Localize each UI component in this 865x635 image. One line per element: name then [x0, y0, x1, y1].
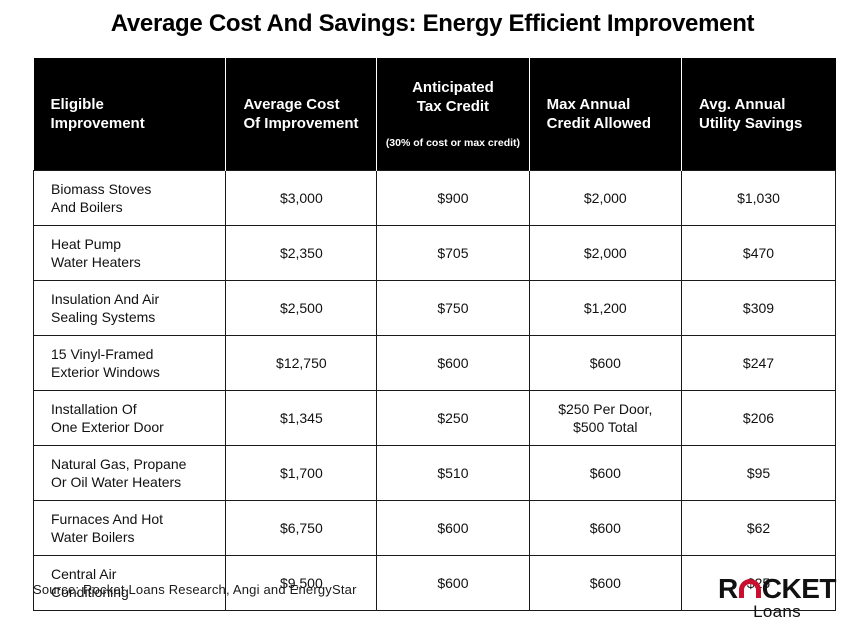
- cell-utility-savings: $1,030: [680, 170, 837, 227]
- cell-max-credit: $2,000: [528, 170, 682, 227]
- cell-max-credit: $600: [528, 555, 682, 612]
- cell-average-cost: $2,350: [225, 225, 378, 282]
- cell-max-credit: $250 Per Door, $500 Total: [528, 390, 682, 447]
- logo-wordmark: R CKET: [718, 575, 836, 603]
- rocket-o-icon: [738, 579, 761, 598]
- table-row: Biomass Stoves And Boilers $3,000 $900 $…: [32, 170, 837, 227]
- cell-utility-savings: $95: [680, 445, 837, 502]
- cell-tax-credit: $900: [376, 170, 530, 227]
- header-anticipated-tax-credit: Anticipated Tax Credit (30% of cost or m…: [376, 58, 530, 171]
- cost-savings-table: Eligible Improvement Average Cost Of Imp…: [32, 58, 837, 612]
- header-max-annual-credit: Max Annual Credit Allowed: [528, 58, 682, 171]
- logo-text-left: R: [718, 573, 738, 604]
- cell-average-cost: $1,345: [225, 390, 378, 447]
- cell-improvement: Installation Of One Exterior Door: [32, 390, 227, 447]
- table-row: 15 Vinyl-Framed Exterior Windows $12,750…: [32, 335, 837, 392]
- cell-average-cost: $3,000: [225, 170, 378, 227]
- cell-average-cost: $12,750: [225, 335, 378, 392]
- cell-improvement: Central Air Conditioning: [32, 555, 227, 612]
- cell-tax-credit: $600: [376, 555, 530, 612]
- cell-average-cost: $1,700: [225, 445, 378, 502]
- rocket-loans-logo: R CKET Loans: [718, 575, 836, 622]
- cell-utility-savings: $470: [680, 225, 837, 282]
- cell-tax-credit: $600: [376, 335, 530, 392]
- cell-tax-credit: $510: [376, 445, 530, 502]
- table-row: Furnaces And Hot Water Boilers $6,750 $6…: [32, 500, 837, 557]
- cell-improvement: 15 Vinyl-Framed Exterior Windows: [32, 335, 227, 392]
- cell-max-credit: $600: [528, 335, 682, 392]
- cell-utility-savings: $62: [680, 500, 837, 557]
- logo-subtext: Loans: [753, 602, 801, 621]
- cell-utility-savings: $309: [680, 280, 837, 337]
- cell-average-cost: $2,500: [225, 280, 378, 337]
- cell-improvement: Furnaces And Hot Water Boilers: [32, 500, 227, 557]
- logo-text-right: CKET: [761, 573, 837, 604]
- cell-improvement: Insulation And Air Sealing Systems: [32, 280, 227, 337]
- cell-max-credit: $600: [528, 500, 682, 557]
- cell-average-cost: $6,750: [225, 500, 378, 557]
- source-note: Source: Rocket Loans Research, Angi and …: [33, 582, 357, 597]
- cell-tax-credit: $750: [376, 280, 530, 337]
- cell-tax-credit: $600: [376, 500, 530, 557]
- header-utility-savings: Avg. Annual Utility Savings: [680, 58, 836, 171]
- cell-max-credit: $1,200: [528, 280, 682, 337]
- cell-utility-savings: $206: [680, 390, 837, 447]
- cell-average-cost: $9,500: [225, 555, 378, 612]
- cell-improvement: Biomass Stoves And Boilers: [32, 170, 227, 227]
- cell-tax-credit: $705: [376, 225, 530, 282]
- page-title: Average Cost And Savings: Energy Efficie…: [110, 10, 755, 37]
- header-average-cost: Average Cost Of Improvement: [225, 58, 377, 171]
- table-header-row: Eligible Improvement Average Cost Of Imp…: [33, 58, 836, 171]
- table-row: Natural Gas, Propane Or Oil Water Heater…: [32, 445, 837, 502]
- table-row: Insulation And Air Sealing Systems $2,50…: [32, 280, 837, 337]
- header-tax-credit-note: (30% of cost or max credit): [385, 137, 521, 149]
- cell-utility-savings: $247: [680, 335, 837, 392]
- table-row: Installation Of One Exterior Door $1,345…: [32, 390, 837, 447]
- header-label: Anticipated Tax Credit: [412, 78, 494, 116]
- table-row: Heat Pump Water Heaters $2,350 $705 $2,0…: [32, 225, 837, 282]
- cell-max-credit: $600: [528, 445, 682, 502]
- cell-tax-credit: $250: [376, 390, 530, 447]
- cell-max-credit: $2,000: [528, 225, 682, 282]
- cell-improvement: Heat Pump Water Heaters: [32, 225, 227, 282]
- cell-improvement: Natural Gas, Propane Or Oil Water Heater…: [32, 445, 227, 502]
- header-eligible-improvement: Eligible Improvement: [33, 58, 226, 171]
